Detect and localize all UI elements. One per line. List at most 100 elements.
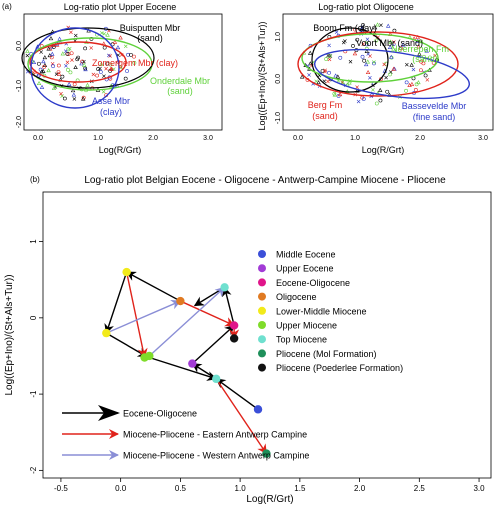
label-buisputten: Buisputten Mbr <box>120 23 181 33</box>
legend-label: Pliocene (Poederlee Formation) <box>276 363 403 373</box>
panel-b-arrow-legend: Eocene-Oligocene Miocene-Pliocene - Easte… <box>62 405 309 461</box>
sample-point <box>57 36 62 41</box>
label-bassevelde-sub: (fine sand) <box>413 112 456 122</box>
sample-point <box>335 74 341 79</box>
sample-point <box>25 48 30 53</box>
sample-point <box>112 39 118 44</box>
left-xtick-0: 0.0 <box>33 135 43 142</box>
arrow-legend-label: Miocene-Pliocene - Western Antwerp Campi… <box>123 451 309 461</box>
left-ytick-2: -2.0 <box>16 116 23 128</box>
sample-point <box>101 89 106 94</box>
sample-point <box>399 46 403 51</box>
legend-marker <box>258 363 266 372</box>
sample-point <box>393 47 397 52</box>
data-point <box>176 296 185 306</box>
sample-point <box>105 61 110 66</box>
sample-point <box>56 63 61 68</box>
sample-point <box>25 69 30 74</box>
legend-marker <box>258 292 266 301</box>
sample-point <box>68 70 73 75</box>
ellipse-neerrepen <box>301 33 439 83</box>
sample-point <box>83 66 88 71</box>
label-neerrepen: Neerrepen Fm <box>391 44 449 54</box>
sample-point <box>62 96 67 101</box>
data-point <box>220 283 229 292</box>
sample-point <box>379 77 383 82</box>
legend-label: Upper Miocene <box>276 321 337 331</box>
sample-point <box>347 80 352 85</box>
trend-arrow <box>215 378 267 455</box>
sample-point <box>50 51 55 56</box>
sample-point <box>70 58 74 62</box>
sample-point <box>299 74 305 79</box>
sample-point <box>355 37 360 42</box>
sample-point <box>409 62 414 67</box>
right-xtick-3: 3.0 <box>478 135 488 142</box>
sample-point <box>65 60 70 65</box>
sample-point <box>82 59 86 64</box>
left-xtick-3: 3.0 <box>203 135 213 142</box>
left-ytick-0: 0.0 <box>16 41 23 51</box>
subplot-oligocene: Log-ratio plot Oligocene Log((Ep+Ino)/(S… <box>257 2 494 155</box>
sample-point <box>388 72 392 77</box>
sample-point <box>385 89 390 94</box>
sample-point <box>66 47 71 52</box>
sample-point <box>363 62 369 67</box>
x-tick-label: 3.0 <box>473 484 485 493</box>
sample-point <box>64 64 68 68</box>
sample-point <box>66 67 70 72</box>
left-xtick-2: 2.0 <box>148 135 158 142</box>
sample-point <box>385 23 391 28</box>
scatter-cloud-oligocene <box>299 22 440 106</box>
sample-point <box>59 91 63 96</box>
sample-point <box>338 55 343 60</box>
sample-point <box>423 73 428 78</box>
sample-point <box>66 81 72 86</box>
legend-marker <box>258 321 266 329</box>
right-ytick-0: 1.0 <box>275 32 282 42</box>
sample-point <box>46 46 51 51</box>
right-ylabel: Log((Ep+Ino)/(St+Als+Tur)) <box>257 22 267 131</box>
right-ytick-2: -1.0 <box>275 112 282 124</box>
panel-b: (b) Log-ratio plot Belgian Eocene - Olig… <box>4 175 492 505</box>
sample-point <box>413 87 418 92</box>
sample-point <box>371 87 375 92</box>
sample-point <box>132 54 136 59</box>
sample-point <box>115 45 121 50</box>
sample-point <box>95 73 99 78</box>
label-onderdale: Onderdale Mbr <box>150 76 210 86</box>
sample-point <box>49 55 54 60</box>
legend-label: Pliocene (Mol Formation) <box>276 349 377 359</box>
sample-point <box>355 88 360 93</box>
sample-point <box>364 46 369 51</box>
trend-arrow <box>193 286 225 307</box>
sample-point <box>327 57 332 62</box>
right-ytick-1: 0.0 <box>275 74 282 84</box>
sample-point <box>36 61 41 66</box>
data-point <box>145 351 154 361</box>
right-xtick-2: 2.0 <box>415 135 425 142</box>
trend-arrow <box>125 271 148 359</box>
panel-b-arrows <box>104 271 267 455</box>
sample-point <box>356 99 361 104</box>
panel-b-tag: (b) <box>30 175 40 184</box>
ellipse-boom <box>311 27 389 93</box>
legend-label: Middle Eocene <box>276 250 336 260</box>
ellipse-bassevelde <box>313 48 471 100</box>
sample-point <box>76 55 81 60</box>
sample-point <box>419 68 423 73</box>
trend-arrow <box>191 324 235 365</box>
legend-label: Lower-Middle Miocene <box>276 306 367 316</box>
sample-point <box>98 66 102 71</box>
arrow-legend-label: Eocene-Oligocene <box>123 409 197 419</box>
sample-point <box>364 49 370 54</box>
sample-point <box>405 62 409 67</box>
sample-point <box>56 71 62 76</box>
trend-arrow <box>180 300 236 327</box>
left-xtick-1: 1.0 <box>93 135 103 142</box>
sample-point <box>320 69 325 73</box>
sample-point <box>125 69 129 73</box>
label-berg: Berg Fm <box>308 100 343 110</box>
sample-point <box>91 72 96 77</box>
